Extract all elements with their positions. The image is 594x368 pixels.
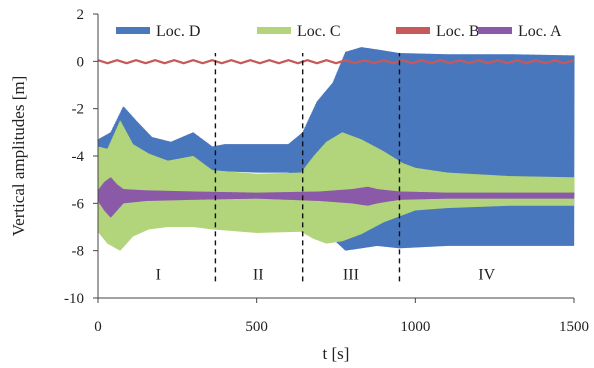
region-label-1: I (156, 266, 161, 283)
legend-item-loc-b: Loc. B (396, 23, 480, 40)
y-tick-label: -10 (64, 291, 84, 307)
region-label-3: III (343, 266, 359, 283)
series-loc-b-oscillation (97, 58, 575, 65)
x-tick-label: 500 (245, 319, 268, 335)
series-loc-c (97, 120, 575, 251)
y-axis-title: Vertical amplitudes [m] (9, 76, 28, 237)
y-tick-label: -6 (72, 196, 85, 212)
series-layer (97, 47, 575, 251)
legend-item-loc-c: Loc. C (257, 23, 341, 40)
y-tick-label: -8 (72, 244, 85, 260)
y-tick-label: -2 (72, 102, 85, 118)
region-label-2: II (253, 266, 264, 283)
x-axis-title: t [s] (323, 344, 350, 363)
legend-label-loc-c: Loc. C (297, 23, 341, 40)
series-loc-c-oscillation (97, 120, 575, 251)
legend-label-loc-d: Loc. D (156, 23, 200, 40)
axes: -10 -8 -6 -4 -2 0 2 0 500 1000 1500 (64, 7, 589, 335)
region-dividers (214, 53, 401, 282)
legend-label-loc-a: Loc. A (518, 23, 562, 40)
series-loc-b (97, 58, 575, 65)
region-label-4: IV (478, 266, 495, 283)
series-loc-a (97, 177, 575, 218)
y-tick-label: 0 (77, 54, 85, 70)
legend-swatch-loc-a (478, 27, 512, 34)
x-tick-label: 1500 (559, 319, 589, 335)
x-tick-label: 1000 (400, 319, 430, 335)
series-loc-a-oscillation (97, 177, 575, 218)
series-loc-c-band (98, 120, 574, 251)
y-tick-label: -4 (72, 149, 85, 165)
legend-swatch-loc-b (396, 27, 430, 34)
legend-label-loc-b: Loc. B (436, 23, 480, 40)
region-labels: I II III IV (156, 266, 496, 283)
legend-item-loc-d: Loc. D (116, 23, 200, 40)
series-loc-a-band (98, 177, 574, 218)
legend-swatch-loc-c (257, 27, 291, 34)
legend: Loc. D Loc. C Loc. B Loc. A (116, 23, 562, 40)
legend-item-loc-a: Loc. A (478, 23, 562, 40)
y-tick-label: 2 (77, 7, 85, 23)
x-tick-label: 0 (94, 319, 102, 335)
legend-swatch-loc-d (116, 27, 150, 34)
